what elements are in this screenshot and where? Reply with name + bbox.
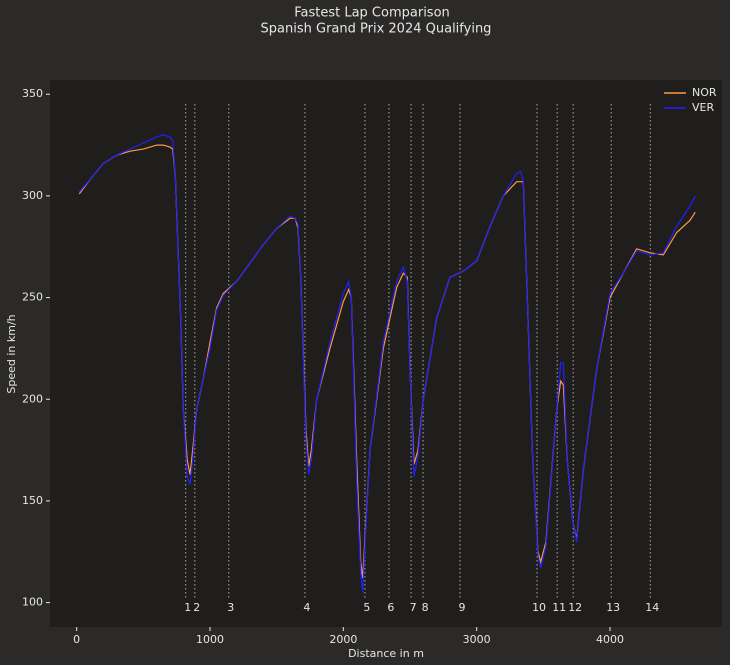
corner-label: 3: [227, 601, 234, 614]
x-tick-label: 4000: [596, 633, 624, 646]
corner-label: 8: [422, 601, 429, 614]
corner-label: 13: [606, 601, 620, 614]
x-tick-label: 1000: [196, 633, 224, 646]
corner-label: 14: [645, 601, 659, 614]
corner-label: 10: [532, 601, 546, 614]
corner-label: 12: [568, 601, 582, 614]
legend-label: NOR: [692, 86, 717, 99]
y-tick-label: 250: [22, 291, 43, 304]
corner-label: 2: [193, 601, 200, 614]
corner-label: 11: [552, 601, 566, 614]
plot-area: [50, 80, 722, 627]
chart-title: Fastest Lap Comparison: [294, 6, 450, 21]
x-axis-label: Distance in m: [348, 647, 424, 660]
chart-subtitle: Spanish Grand Prix 2024 Qualifying: [261, 22, 492, 37]
y-tick-label: 150: [22, 494, 43, 507]
x-tick-label: 3000: [463, 633, 491, 646]
y-tick-label: 100: [22, 596, 43, 609]
speed-line: [78, 134, 696, 593]
y-axis-label: Speed in km/h: [5, 314, 18, 393]
y-tick-label: 200: [22, 392, 43, 405]
corner-label: 9: [459, 601, 466, 614]
y-tick-label: 300: [22, 189, 43, 202]
corner-label: 6: [387, 601, 394, 614]
corner-label: 7: [410, 601, 417, 614]
corner-label: 1: [184, 601, 191, 614]
x-tick-label: 0: [73, 633, 80, 646]
y-tick-label: 350: [22, 87, 43, 100]
corner-label: 5: [363, 601, 370, 614]
corner-label: 4: [303, 601, 310, 614]
legend-label: VER: [692, 101, 714, 114]
x-tick-label: 2000: [329, 633, 357, 646]
